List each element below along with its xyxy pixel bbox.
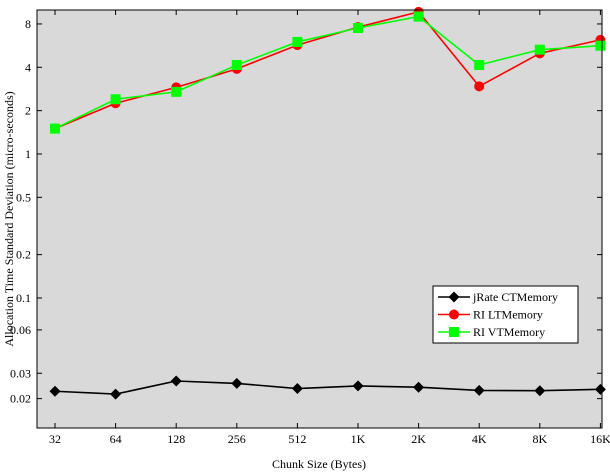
data-point	[50, 123, 60, 134]
y-tick-label: 0.5	[16, 190, 31, 204]
data-point	[231, 59, 242, 70]
data-point	[170, 375, 182, 387]
data-point	[231, 377, 243, 389]
legend: jRate CTMemory RI LTMemory RI VTMemory	[432, 285, 579, 344]
x-tick-label: 64	[110, 432, 122, 446]
data-point	[594, 383, 606, 395]
series-line	[54, 15, 601, 130]
x-tick-label: 8K	[532, 432, 547, 446]
data-point	[534, 44, 545, 55]
x-tick-label: 4K	[472, 432, 487, 446]
legend-item: RI VTMemory	[438, 325, 545, 339]
legend-swatch-marker	[449, 327, 459, 337]
data-point	[413, 11, 424, 22]
data-point	[353, 22, 363, 33]
series-jrate-ctmemory	[49, 375, 606, 400]
y-tick-label: 8	[25, 17, 31, 31]
x-tick-label: 1K	[351, 432, 366, 446]
x-tick-label: 2K	[411, 432, 426, 446]
plot-frame	[36, 9, 603, 429]
series-layer	[49, 6, 606, 400]
legend-label: jRate CTMemory	[472, 290, 558, 304]
data-point	[474, 81, 485, 92]
legend-swatch-marker	[448, 291, 460, 303]
data-point	[474, 59, 485, 70]
y-tick-label: 0.03	[10, 366, 31, 380]
data-point	[49, 385, 61, 397]
data-point	[413, 381, 425, 393]
data-point	[171, 86, 182, 97]
legend-item: RI LTMemory	[438, 308, 543, 322]
data-point	[110, 94, 121, 105]
x-tick-label: 32	[49, 432, 61, 446]
data-point	[291, 383, 303, 395]
y-tick-label: 4	[25, 60, 31, 74]
y-tick-label: 1	[25, 147, 31, 161]
legend-label: RI LTMemory	[473, 308, 543, 322]
x-tick-label: 16K	[590, 432, 610, 446]
series-line	[54, 380, 601, 395]
y-tick-label: 0.06	[10, 323, 31, 337]
x-tick-label: 256	[228, 432, 246, 446]
data-point	[110, 388, 122, 400]
y-tick-label: 0.02	[10, 392, 31, 406]
data-point	[473, 384, 485, 396]
x-tick-label: 128	[167, 432, 185, 446]
legend-label: RI VTMemory	[473, 325, 545, 339]
legend-item: jRate CTMemory	[438, 290, 558, 304]
legend-swatch-marker	[449, 309, 459, 320]
y-tick-label: 0.2	[16, 248, 31, 262]
data-point	[352, 380, 364, 392]
data-point	[595, 40, 606, 51]
x-tick-label: 512	[288, 432, 306, 446]
y-axis: 0.02 0.03 0.06 0.1 0.2 0.5 1 2 4 8	[10, 17, 602, 406]
y-tick-label: 2	[25, 104, 31, 118]
y-axis-title: Allocation Time Standard Deviation (micr…	[2, 91, 16, 346]
y-tick-label: 0.1	[16, 291, 31, 305]
series-ri-vtmemory	[50, 11, 606, 134]
data-point	[534, 385, 546, 397]
x-axis: 32 64 128 256 512 1K 2K 4K 8K 16K	[49, 10, 610, 446]
plot-background	[37, 10, 602, 428]
x-axis-title: Chunk Size (Bytes)	[272, 457, 366, 471]
data-point	[292, 36, 303, 47]
